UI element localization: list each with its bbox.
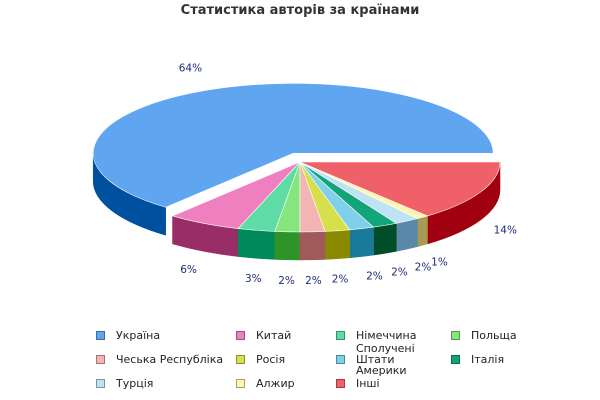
legend-label: Китай — [256, 328, 292, 342]
legend-swatch — [336, 378, 345, 388]
pie-slice-label: 1% — [431, 257, 448, 269]
pie-slice-side — [417, 215, 428, 247]
legend-swatch — [451, 354, 460, 364]
legend-item: Турція — [96, 371, 236, 395]
pie-slice-side — [349, 226, 374, 259]
legend-swatch — [96, 354, 105, 364]
pie-slice-side — [373, 223, 397, 256]
legend-label: Німеччина — [356, 328, 417, 342]
pie-slice-side — [274, 231, 301, 261]
legend-swatch — [336, 330, 345, 340]
legend-label: Росія — [256, 352, 286, 366]
legend-swatch — [236, 354, 245, 364]
pie-slice-label: 2% — [391, 267, 408, 279]
legend-item: Сполучені Штати Америки — [336, 343, 451, 376]
legend-label: Польща — [471, 328, 517, 342]
pie-sides — [92, 153, 501, 261]
legend-label: Італія — [471, 352, 505, 366]
legend-label: Алжир — [256, 376, 295, 390]
legend-item: Інші — [336, 371, 451, 395]
pie-slice-label: 2% — [305, 275, 322, 287]
legend-item: Німеччина — [336, 323, 451, 347]
legend-swatch — [451, 330, 460, 340]
legend-item: Італія — [451, 347, 531, 371]
legend-swatch — [96, 330, 105, 340]
pie-slice-label: 2% — [278, 275, 295, 287]
legend-swatch — [236, 378, 245, 388]
legend-swatch — [336, 354, 345, 364]
pie-slice-label: 2% — [366, 271, 383, 283]
pie-slice-side — [324, 229, 350, 260]
pie-slice-label: 2% — [332, 273, 349, 285]
pie-slice — [92, 83, 494, 208]
legend: Україна Китай Німеччина Польща Чеська Респуб… — [96, 323, 517, 395]
pie-slice-label: 14% — [494, 224, 517, 236]
legend-label: Сполучені Штати Америки — [356, 341, 415, 377]
legend-item: Алжир — [236, 371, 336, 395]
legend-swatch — [96, 378, 105, 388]
pie-slice-label: 3% — [245, 273, 262, 285]
legend-label: Чеська Республіка — [116, 352, 224, 366]
pie-slice-label: 64% — [179, 63, 202, 75]
pie-slice-side — [237, 228, 276, 260]
pie-labels: 64%6%3% 2% 2% 2% 2% 2% 2% 1%14% — [179, 63, 517, 287]
legend-item: Китай — [236, 323, 336, 347]
legend-label: Турція — [116, 376, 154, 390]
pie-tops — [92, 83, 501, 233]
legend-item: Чеська Республіка — [96, 347, 236, 371]
pie-slice — [299, 161, 501, 217]
pie-slice-side — [299, 231, 326, 261]
legend-item: Польща — [451, 323, 531, 347]
pie-slice-side — [396, 218, 418, 252]
legend-label: Україна — [116, 328, 161, 342]
legend-item: Україна — [96, 323, 236, 347]
pie-slice-label: 6% — [180, 264, 197, 276]
legend-item: Росія — [236, 347, 336, 371]
pie-slice-label: 2% — [415, 261, 432, 273]
legend-swatch — [236, 330, 245, 340]
chart-title: Статистика авторів за країнами — [180, 3, 420, 18]
legend-label: Інші — [356, 376, 380, 390]
pie-chart: 64%6%3% 2% 2% 2% 2% 2% 2% 1%14% — [92, 63, 517, 287]
